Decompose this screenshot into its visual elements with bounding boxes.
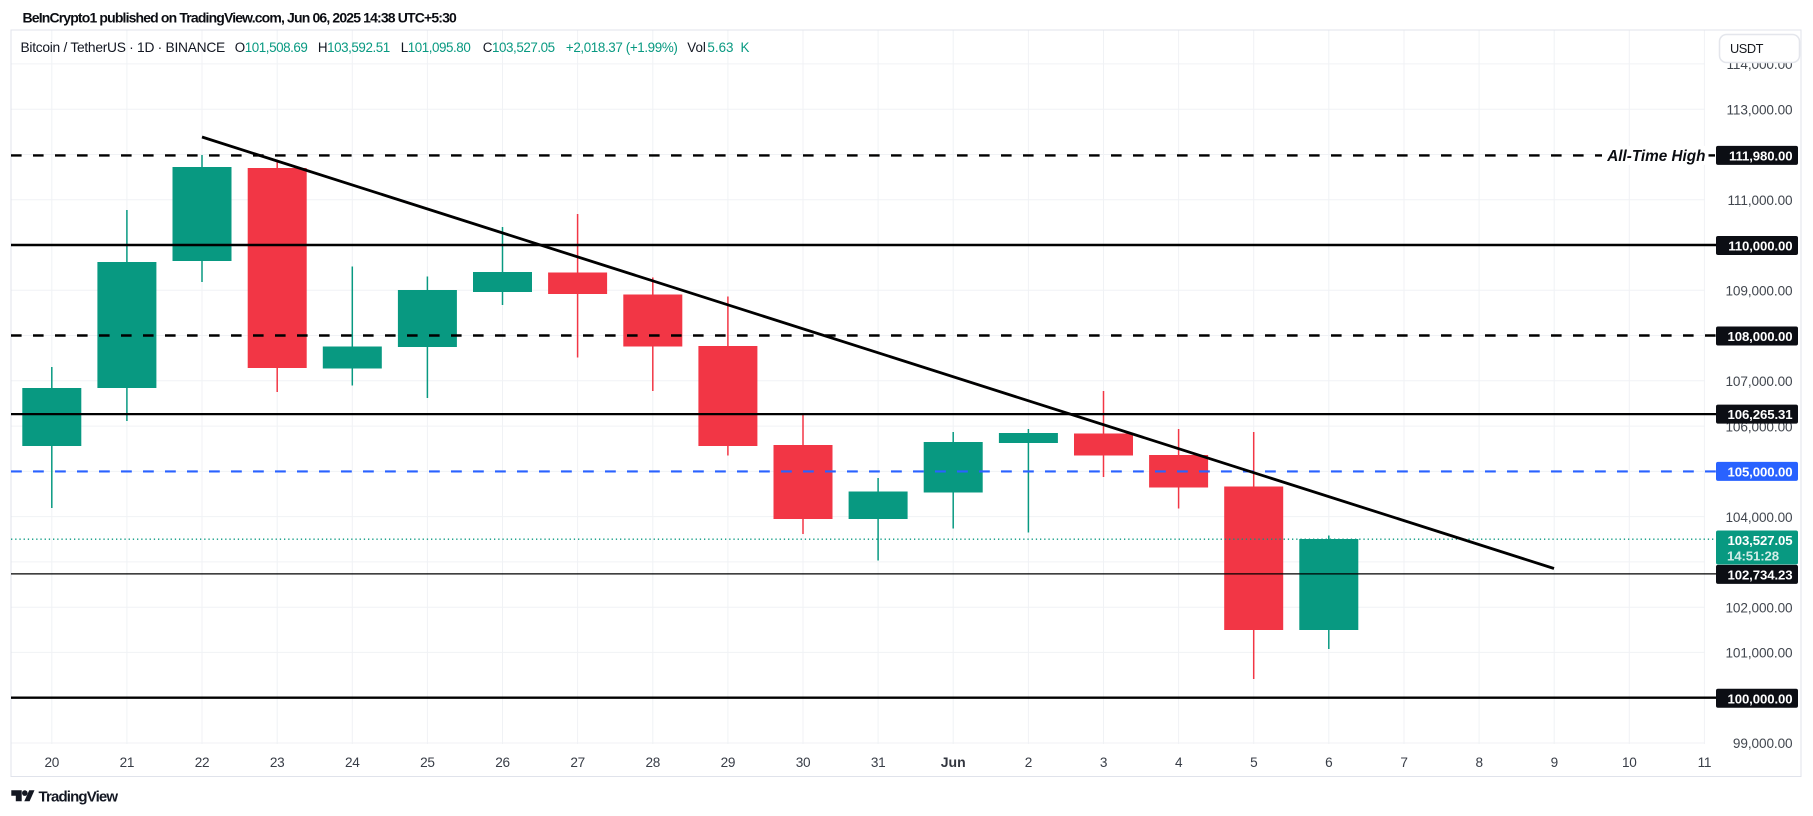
- svg-text:99,000.00: 99,000.00: [1733, 736, 1793, 751]
- svg-text:Jun: Jun: [941, 754, 966, 770]
- svg-text:21: 21: [120, 755, 135, 770]
- svg-text:BeInCrypto1 published on Tradi: BeInCrypto1 published on TradingView.com…: [23, 10, 458, 26]
- svg-text:TradingView: TradingView: [39, 789, 119, 806]
- svg-text:USDT: USDT: [1730, 41, 1764, 56]
- svg-text:3: 3: [1100, 755, 1107, 770]
- svg-text:106,265.31: 106,265.31: [1727, 407, 1792, 422]
- svg-text:108,000.00: 108,000.00: [1727, 329, 1792, 344]
- svg-text:11: 11: [1698, 755, 1712, 770]
- svg-text:O101,508.69: O101,508.69: [235, 40, 308, 55]
- svg-text:113,000.00: 113,000.00: [1726, 102, 1793, 117]
- svg-text:Bitcoin / TetherUS · 1D · BINA: Bitcoin / TetherUS · 1D · BINANCE: [21, 40, 226, 55]
- svg-text:29: 29: [721, 755, 736, 770]
- svg-text:23: 23: [270, 755, 285, 770]
- svg-text:101,000.00: 101,000.00: [1725, 646, 1793, 661]
- svg-text:10: 10: [1622, 755, 1637, 770]
- svg-text:8: 8: [1475, 755, 1482, 770]
- svg-text:102,000.00: 102,000.00: [1725, 600, 1793, 615]
- svg-text:9: 9: [1551, 755, 1558, 770]
- svg-text:102,734.23: 102,734.23: [1727, 568, 1792, 583]
- svg-text:6: 6: [1325, 755, 1332, 770]
- svg-text:28: 28: [646, 755, 661, 770]
- svg-text:5: 5: [1250, 755, 1257, 770]
- svg-text:107,000.00: 107,000.00: [1725, 374, 1793, 389]
- svg-text:C103,527.05: C103,527.05: [483, 40, 555, 55]
- svg-text:105,000.00: 105,000.00: [1727, 465, 1792, 480]
- svg-text:22: 22: [195, 755, 210, 770]
- svg-text:111,980.00: 111,980.00: [1729, 149, 1793, 164]
- svg-text:27: 27: [570, 755, 585, 770]
- svg-text:All-Time High: All-Time High: [1606, 148, 1705, 165]
- svg-text:14:51:28: 14:51:28: [1727, 549, 1779, 564]
- svg-text:30: 30: [796, 755, 811, 770]
- svg-text:+2,018.37 (+1.99%): +2,018.37 (+1.99%): [566, 40, 678, 55]
- svg-text:31: 31: [871, 755, 886, 770]
- svg-text:100,000.00: 100,000.00: [1727, 691, 1792, 706]
- svg-text:25: 25: [420, 755, 435, 770]
- svg-text:111,000.00: 111,000.00: [1727, 193, 1793, 208]
- svg-text:26: 26: [495, 755, 510, 770]
- svg-text:104,000.00: 104,000.00: [1725, 510, 1793, 525]
- svg-text:24: 24: [345, 755, 360, 770]
- svg-text:4: 4: [1175, 755, 1183, 770]
- svg-text:103,527.05: 103,527.05: [1727, 533, 1792, 548]
- svg-text:20: 20: [45, 755, 60, 770]
- svg-text:110,000.00: 110,000.00: [1728, 239, 1792, 254]
- svg-text:2: 2: [1025, 755, 1032, 770]
- svg-text:H103,592.51: H103,592.51: [318, 40, 390, 55]
- svg-text:109,000.00: 109,000.00: [1725, 284, 1793, 299]
- svg-text:7: 7: [1400, 755, 1407, 770]
- svg-text:L101,095.80: L101,095.80: [401, 40, 471, 55]
